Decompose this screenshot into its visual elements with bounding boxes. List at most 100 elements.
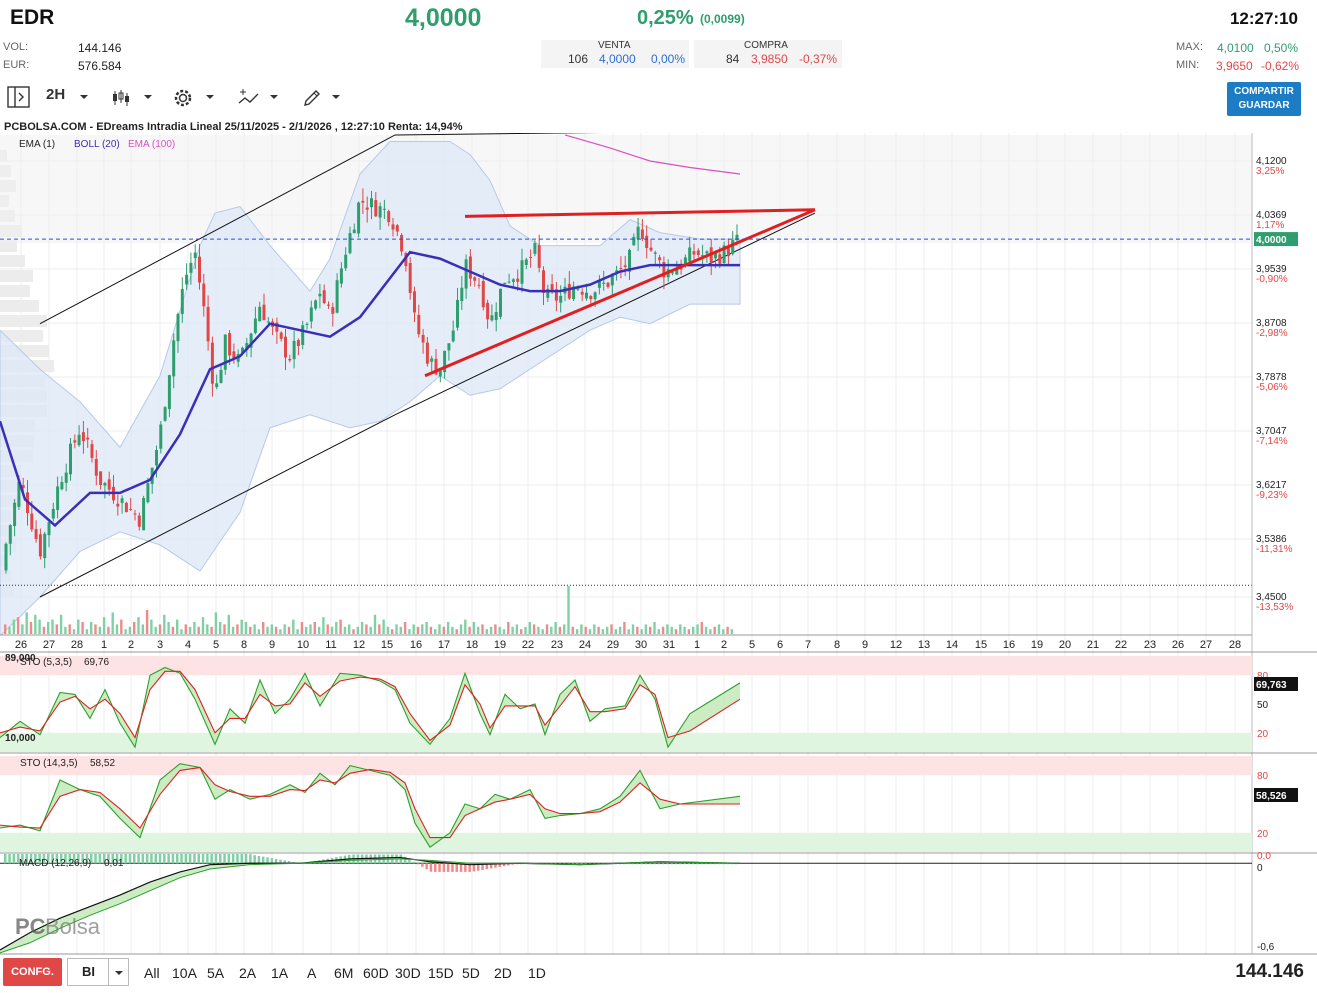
volume-bar [391,629,394,634]
volume-bar [717,624,721,634]
chevron-down-icon[interactable] [330,93,342,101]
panel-toggle-icon[interactable] [6,85,32,109]
volume-bar [12,619,15,634]
sto-d-line [0,670,741,742]
volume-bar [305,626,308,634]
candle-body [228,333,232,356]
config-button[interactable]: CONFG. [3,958,62,986]
candle-body [645,235,649,249]
chevron-down-icon[interactable] [142,93,154,101]
chevron-down-icon[interactable] [78,93,90,101]
candle-body [662,262,666,278]
x-tick-label: 11 [325,639,336,651]
period-button-1d[interactable]: 1D [528,965,546,981]
macd-histogram-bar [455,863,458,872]
x-tick-label: 26 [15,639,27,651]
add-indicator-icon[interactable] [237,87,261,109]
macd-histogram-bar [128,854,132,864]
macd-histogram-bar [107,854,110,864]
candle-body [408,263,412,293]
volume-bar [485,629,488,634]
macd-histogram-bar [42,854,46,864]
volume-bar [300,622,304,634]
interval-select[interactable]: 2H [46,86,66,103]
drawing-pencil-icon[interactable] [301,87,323,109]
gear-icon[interactable] [171,86,195,110]
volume-bar [481,624,484,634]
share-save-button[interactable]: COMPARTIR GUARDAR [1227,82,1301,116]
chevron-down-icon[interactable] [113,969,125,977]
period-button-6m[interactable]: 6M [334,965,354,981]
candle-body [675,268,679,275]
macd-histogram-bar [416,863,420,865]
chevron-down-icon[interactable] [268,93,280,101]
candle-body [56,486,60,510]
macd-histogram-bar [631,863,635,865]
volume-bar [446,622,450,634]
candle-body [623,265,627,267]
volume-bar [425,622,428,634]
macd-histogram-bar [477,863,480,871]
macd-histogram-bar [197,854,200,864]
macd-histogram-bar [167,854,170,864]
macd-histogram-bar [16,854,20,864]
volume-bar [416,626,420,634]
y-tick-price: 3,7047 [1256,426,1287,437]
period-button-1a[interactable]: 1A [271,965,289,981]
volume-bar [98,626,101,634]
volume-bar [631,624,635,634]
period-button-30d[interactable]: 30D [395,965,421,981]
candle-body [619,267,623,269]
period-button-60d[interactable]: 60D [363,965,389,981]
candles-icon[interactable] [110,88,132,108]
candle-body [714,252,717,259]
macd-histogram-bar [240,854,243,864]
chart-area[interactable]: 26 27 28 1 2 3 4 5 8 9 10 11 12 15 16 17 18 19 22 23 24 29 30 3… [0,0,1317,955]
candle-body [172,340,176,377]
macd-histogram-bar [459,863,463,872]
period-button-2a[interactable]: 2A [239,965,257,981]
volume-bar [128,626,132,634]
period-button-2d[interactable]: 2D [494,965,512,981]
sto-d-line [0,766,740,839]
volume-bar [636,626,639,634]
volume-bar [700,622,703,634]
chevron-down-icon[interactable] [204,93,216,101]
candle-body [185,274,189,285]
candle-body [395,225,399,232]
period-button-5a[interactable]: 5A [207,965,225,981]
macd-histogram-bar [274,858,278,864]
candle-body [705,251,709,254]
volume-bar [47,622,50,634]
volume-bar [537,626,540,634]
candle-body [339,268,343,284]
x-tick-label: 31 [663,639,675,651]
candle-body [206,306,210,342]
period-button-15d[interactable]: 15D [428,965,454,981]
period-button-10a[interactable]: 10A [172,965,197,981]
period-button-a[interactable]: A [307,965,317,981]
y-tick-pct: -0,90% [1256,274,1288,285]
macd-histogram-bar [133,854,136,864]
x-tick-label: 22 [1115,639,1127,651]
x-tick-label: 16 [410,639,422,651]
oversold-zone [0,732,1252,752]
macd-histogram-bar [580,863,583,865]
macd-histogram-bar [709,863,712,865]
macd-histogram-bar [451,863,454,872]
volume-bar [614,629,617,634]
candle-body [266,321,270,323]
volume-bar [627,629,630,634]
macd-histogram-bar [425,863,428,870]
volume-bar [412,624,415,634]
period-button-5d[interactable]: 5D [462,965,480,981]
scale-select[interactable]: BI [67,958,129,986]
macd-histogram-bar [696,863,699,865]
volume-bar [223,624,226,634]
macd-histogram-bar [223,854,226,864]
period-button-all[interactable]: All [144,965,160,981]
volume-bar [85,629,89,634]
candle-body [223,334,227,370]
volume-bar [158,624,162,634]
volume-bar [472,622,476,634]
